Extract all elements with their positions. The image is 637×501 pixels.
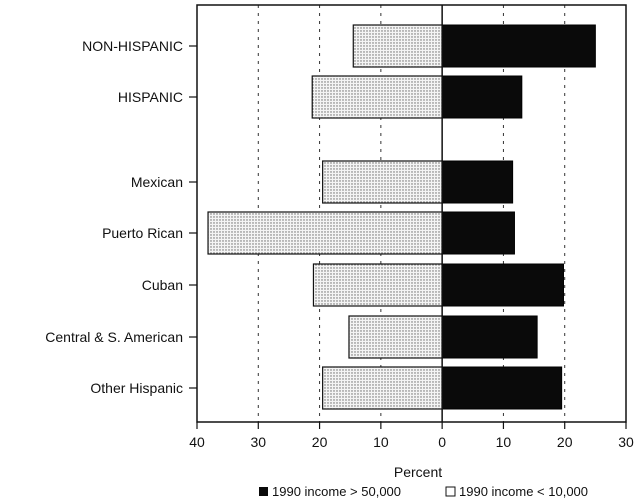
bar-high-income xyxy=(441,160,514,204)
y-tick-label: Central & S. American xyxy=(45,329,183,345)
legend-label-low-income: 1990 income < 10,000 xyxy=(459,484,588,499)
y-tick-label: Other Hispanic xyxy=(90,380,183,396)
legend-label-high-income: 1990 income > 50,000 xyxy=(272,484,401,499)
bar-low-income xyxy=(312,263,443,307)
bar-low-income xyxy=(322,160,443,204)
x-axis-label: Percent xyxy=(394,464,442,480)
x-tick-label: 30 xyxy=(618,434,634,450)
legend-swatch-low-income xyxy=(445,486,456,497)
bar-high-income xyxy=(441,315,538,359)
x-axis-ticks: 40 30 20 10 0 10 20 30 xyxy=(189,422,634,450)
bar-low-income xyxy=(352,24,443,68)
bar-high-income xyxy=(441,75,523,119)
y-tick-label: NON-HISPANIC xyxy=(82,38,183,54)
y-tick-label: HISPANIC xyxy=(118,89,183,105)
x-tick-label: 40 xyxy=(189,434,205,450)
x-tick-label: 20 xyxy=(557,434,573,450)
bars xyxy=(207,24,596,410)
y-tick-label: Mexican xyxy=(131,174,183,190)
x-tick-label: 0 xyxy=(438,434,446,450)
y-axis-labels: NON-HISPANIC HISPANIC Mexican Puerto Rican C… xyxy=(45,38,197,396)
x-tick-label: 20 xyxy=(312,434,328,450)
y-tick-label: Puerto Rican xyxy=(102,225,183,241)
plot-frame xyxy=(196,4,627,423)
bar-high-income xyxy=(441,366,563,410)
legend: 1990 income > 50,000 1990 income < 10,000 xyxy=(259,484,588,499)
legend-swatch-high-income xyxy=(259,487,268,496)
bar-high-income xyxy=(441,263,564,307)
plot-border xyxy=(196,4,627,423)
bar-low-income xyxy=(311,75,443,119)
y-tick-label: Cuban xyxy=(142,277,183,293)
x-tick-label: 10 xyxy=(373,434,389,450)
bar-low-income xyxy=(207,211,443,255)
x-tick-label: 10 xyxy=(496,434,512,450)
bar-high-income xyxy=(441,211,515,255)
x-tick-label: 30 xyxy=(250,434,266,450)
bar-low-income xyxy=(348,315,443,359)
bar-high-income xyxy=(441,24,596,68)
bar-low-income xyxy=(322,366,443,410)
